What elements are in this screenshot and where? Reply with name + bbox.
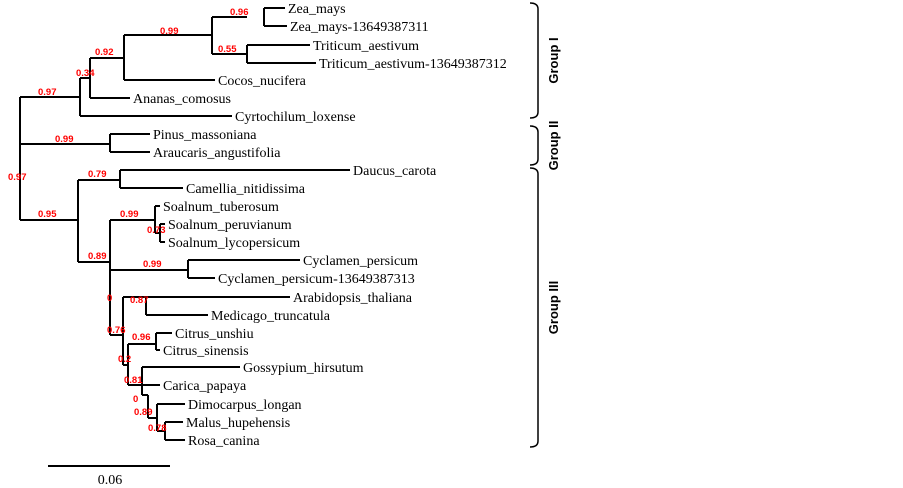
bootstrap-value: 0.34: [76, 68, 95, 79]
bootstrap-value: 0.81: [124, 375, 143, 386]
bootstrap-value: 0.73: [147, 225, 166, 236]
bootstrap-value: 0.89: [88, 251, 107, 262]
bootstrap-value: 0.99: [120, 209, 139, 220]
taxon-label: Cyrtochilum_loxense: [235, 110, 356, 125]
bootstrap-value: 0.96: [132, 332, 151, 343]
taxon-label: Citrus_unshiu: [175, 327, 254, 342]
scale-label: 0.06: [98, 473, 123, 488]
taxon-label: Camellia_nitidissima: [186, 182, 306, 197]
taxon-label: Zea_mays: [288, 2, 346, 17]
group-label: Group II: [546, 121, 561, 171]
group-bracket: [529, 2, 539, 119]
taxon-label: Daucus_carota: [353, 164, 437, 179]
taxon-label: Dimocarpus_longan: [188, 398, 302, 413]
bootstrap-value: 0.96: [230, 7, 249, 18]
taxon-label: Cyclamen_persicum: [303, 254, 418, 269]
bootstrap-value: 0.99: [143, 259, 162, 270]
bootstrap-value: 0.55: [218, 44, 237, 55]
taxon-label: Pinus_massoniana: [153, 128, 257, 143]
taxon-label: Rosa_canina: [188, 434, 260, 449]
group-bracket: [529, 125, 539, 166]
bootstrap-value: 0.79: [88, 169, 107, 180]
bootstrap-value: 0.99: [160, 26, 179, 37]
bootstrap-value: 0.99: [55, 134, 74, 145]
taxon-label: Medicago_truncatula: [211, 309, 331, 324]
taxon-label: Soalnum_peruvianum: [168, 218, 292, 233]
taxon-label: Malus_hupehensis: [186, 416, 290, 431]
bootstrap-value: 0.92: [95, 47, 114, 58]
bootstrap-value: 0.89: [134, 407, 153, 418]
bootstrap-value: 0.97: [38, 87, 57, 98]
taxon-label: Citrus_sinensis: [163, 344, 249, 359]
taxon-label: Arabidopsis_thaliana: [293, 291, 413, 306]
taxon-label: Gossypium_hirsutum: [243, 361, 364, 376]
group-bracket: [529, 167, 539, 448]
bootstrap-value: 0: [133, 394, 138, 405]
bootstrap-value: 0: [107, 293, 112, 304]
bootstrap-value: 0.95: [38, 209, 57, 220]
bootstrap-value: 0.78: [148, 423, 167, 434]
taxon-label: Zea_mays-13649387311: [290, 20, 429, 35]
taxon-label: Triticum_aestivum: [313, 39, 419, 54]
group-label: Group I: [546, 37, 561, 83]
bootstrap-value: 0.2: [118, 354, 131, 365]
bootstrap-value: 0.87: [130, 295, 149, 306]
taxon-label: Triticum_aestivum-13649387312: [319, 57, 507, 72]
bootstrap-value: 0.97: [8, 172, 27, 183]
bootstrap-value: 0.76: [107, 325, 126, 336]
group-label: Group III: [546, 281, 561, 334]
taxon-label: Ananas_comosus: [133, 92, 231, 107]
taxon-label: Cocos_nucifera: [218, 74, 307, 89]
taxon-label: Carica_papaya: [163, 379, 247, 394]
taxon-label: Araucaris_angustifolia: [153, 146, 281, 161]
taxon-label: Soalnum_lycopersicum: [168, 236, 300, 251]
taxon-label: Cyclamen_persicum-13649387313: [218, 272, 415, 287]
taxon-label: Soalnum_tuberosum: [163, 200, 279, 215]
